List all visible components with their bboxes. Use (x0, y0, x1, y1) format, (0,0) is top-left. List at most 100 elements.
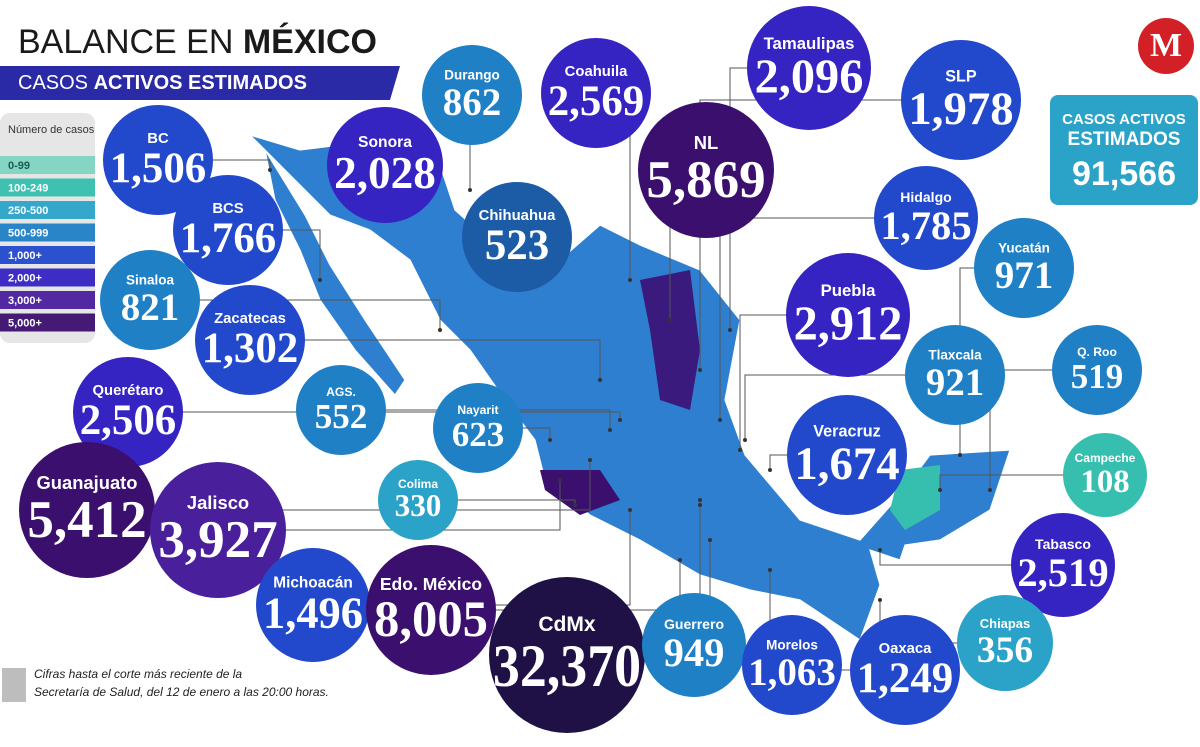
state-bubble (638, 102, 774, 238)
state-name: BC (147, 131, 169, 147)
state-bubble (256, 548, 370, 662)
state-bubble (787, 395, 907, 515)
state-bubble (296, 365, 386, 455)
state-name: Hidalgo (900, 189, 952, 205)
legend-swatch (0, 223, 95, 242)
leader-dot (878, 548, 882, 552)
state-bubble (850, 615, 960, 725)
leader-line (341, 409, 611, 430)
total-label: CASOS ACTIVOS ESTIMADOS (1062, 111, 1186, 150)
leader-line (128, 411, 621, 420)
leader-line (939, 474, 1105, 490)
legend-label: 500-999 (8, 227, 48, 239)
state-name: Sonora (358, 134, 412, 151)
leader-dot (618, 418, 622, 422)
logo-letter: M (1150, 27, 1182, 64)
leader-line (744, 374, 955, 440)
state-bubble (957, 595, 1053, 691)
state-name: Chihuahua (479, 208, 556, 224)
state-bubble (974, 218, 1074, 318)
state-value: 1,302 (202, 325, 299, 372)
legend-label: 250-500 (8, 205, 48, 217)
state-name: Chiapas (980, 616, 1030, 631)
leader-dot (668, 318, 672, 322)
leader-dot (268, 168, 272, 172)
state-name: Veracruz (813, 422, 881, 440)
state-value: 1,766 (180, 215, 277, 262)
state-value: 623 (452, 415, 505, 454)
header: BALANCE EN MÉXICO CASOS ACTIVOS ESTIMADO… (0, 23, 400, 100)
state-value: 5,869 (646, 151, 765, 209)
map-region (890, 465, 940, 530)
state-name: Querétaro (93, 383, 164, 399)
state-value: 1,496 (263, 588, 363, 638)
state-value: 1,674 (794, 438, 899, 490)
leader-dot (708, 538, 712, 542)
state-name: Tamaulipas (764, 34, 855, 53)
footnote-line: Cifras hasta el corte más reciente de la (34, 667, 242, 681)
subtitle-light: CASOS (18, 72, 94, 94)
leader-line (879, 550, 1063, 566)
legend-swatch (0, 313, 95, 332)
state-value: 971 (995, 254, 1054, 297)
leader-dot (958, 453, 962, 457)
leader-dot (608, 428, 612, 432)
state-bubble (366, 545, 496, 675)
leader-dot (573, 503, 577, 507)
leader-dot (698, 498, 702, 502)
state-name: Sinaloa (126, 273, 175, 288)
state-bubble (195, 285, 305, 395)
state-name: Q. Roo (1077, 345, 1117, 359)
legend-swatch (0, 178, 95, 197)
state-value: 32,370 (493, 633, 641, 700)
state-value: 8,005 (374, 591, 488, 647)
state-bubble (1063, 433, 1147, 517)
leader-dot (598, 378, 602, 382)
leader-dot (438, 328, 442, 332)
legend-label: 1,000+ (8, 250, 42, 262)
state-value: 552 (315, 397, 368, 436)
state-value: 2,912 (794, 298, 903, 351)
state-name: Edo. México (380, 574, 483, 594)
state-bubble (905, 325, 1005, 425)
legend-label: 0-99 (8, 160, 30, 172)
state-bubble (173, 175, 283, 285)
leader-dot (588, 458, 592, 462)
state-value: 2,569 (548, 78, 645, 125)
footnote-line: Secretaría de Salud, del 12 de enero a l… (34, 685, 329, 699)
state-bubble (489, 577, 645, 733)
leader-line (699, 99, 961, 370)
state-value: 5,412 (27, 491, 146, 549)
leader-dot (878, 598, 882, 602)
legend: Número de casos 0-99 100-249 250-500 500-999… (0, 124, 95, 332)
state-bubble (327, 107, 443, 223)
logo: M (1138, 18, 1194, 74)
state-name: Durango (444, 68, 500, 83)
state-value: 2,506 (80, 397, 177, 444)
state-value: 1,063 (748, 651, 836, 694)
state-value: 330 (395, 488, 442, 523)
legend-label: 3,000+ (8, 295, 42, 307)
map-region (640, 270, 700, 410)
leader-dot (468, 188, 472, 192)
subtitle: CASOS ACTIVOS ESTIMADOS (18, 72, 307, 94)
state-value: 2,096 (755, 51, 864, 104)
leader-dot (988, 488, 992, 492)
state-bubble (642, 593, 746, 697)
state-value: 821 (121, 286, 180, 329)
state-value: 1,785 (880, 203, 971, 248)
state-name: Guanajuato (37, 472, 138, 493)
state-value: 3,927 (158, 511, 277, 569)
leader-line (250, 339, 601, 380)
state-bubble (433, 383, 523, 473)
state-bubble (73, 357, 183, 467)
legend-swatch (0, 291, 95, 309)
total-box: CASOS ACTIVOS ESTIMADOS 91,566 (1050, 95, 1198, 205)
state-bubble (462, 182, 572, 292)
state-name: BCS (212, 201, 243, 217)
state-bubble (100, 250, 200, 350)
title-bold: MÉXICO (243, 23, 377, 61)
logo-circle (1138, 18, 1194, 74)
state-bubble (742, 615, 842, 715)
